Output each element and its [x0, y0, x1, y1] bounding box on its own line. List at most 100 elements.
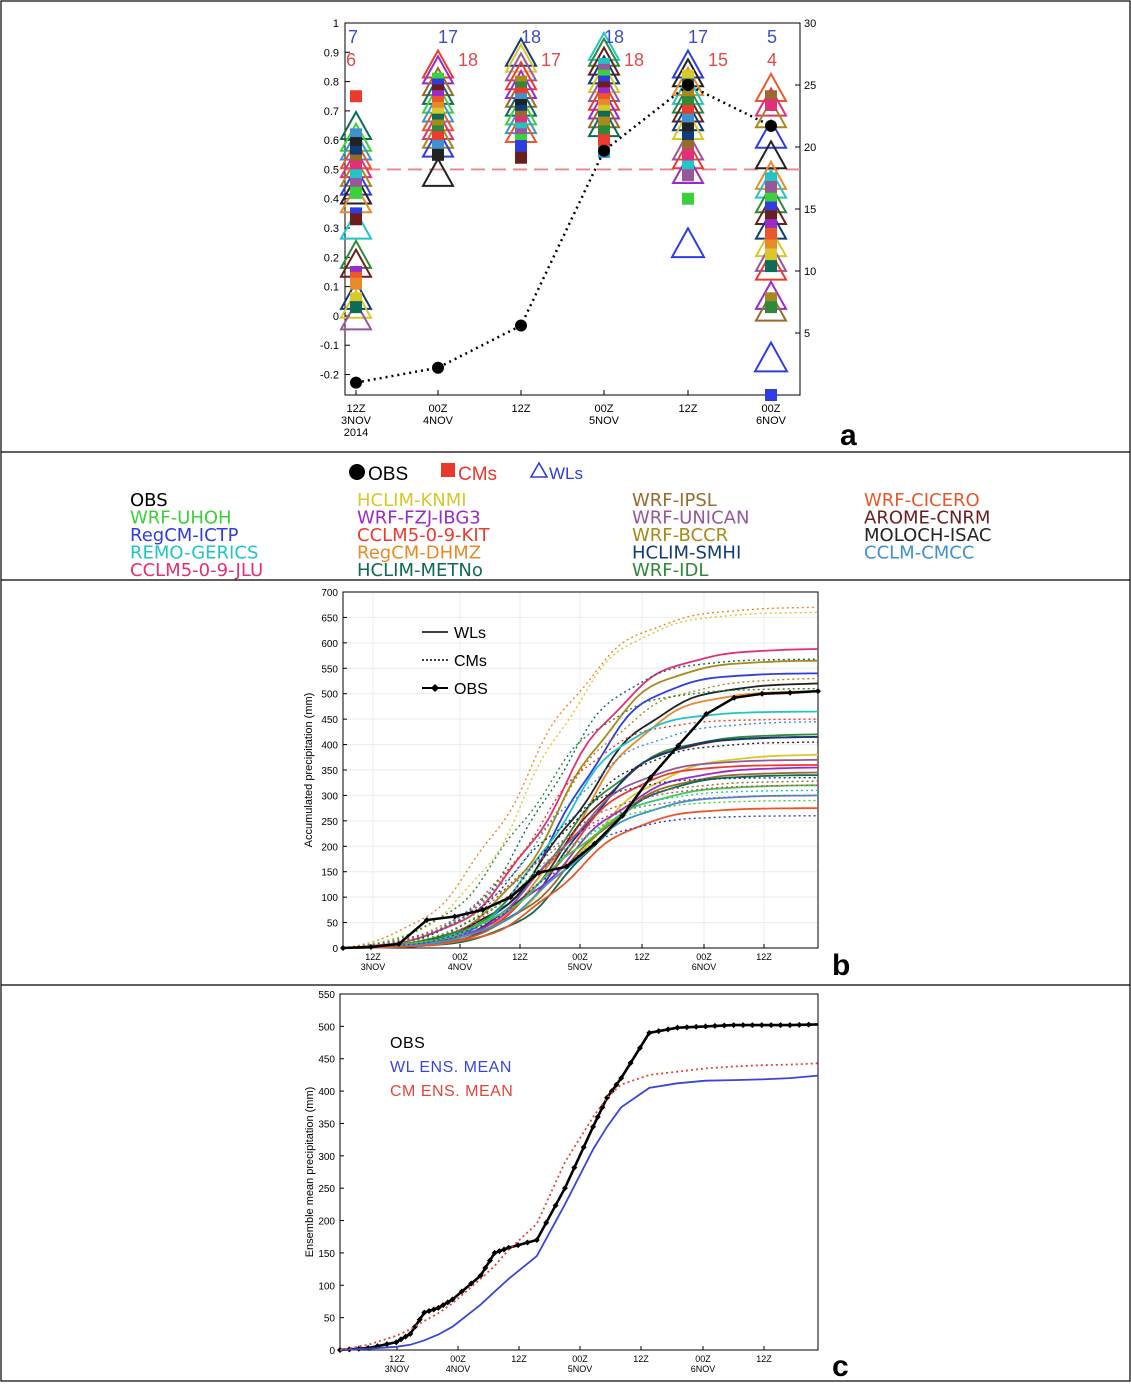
legend-entry-wrf-cicero: WRF-CICERO [864, 490, 980, 511]
panel-a-wl-triangle [754, 139, 788, 170]
panel-b-legend-obs-marker [431, 684, 439, 692]
panel-c-obs-marker [383, 1341, 390, 1348]
panel-label-b: b [832, 949, 850, 982]
panel-a-cm-square [432, 148, 444, 161]
panel-b-cm-line [342, 799, 819, 949]
panel-c-obs-marker [543, 1219, 550, 1226]
panel-b-y-tick-label: 250 [321, 817, 338, 828]
panel-b-legend-wl-label: WLs [454, 625, 486, 642]
panel-a-count-wl: 7 [348, 27, 358, 47]
panel-a-obs-point [350, 376, 362, 389]
panel-b-x-tick-label: 00Z [452, 952, 468, 962]
legend-entry-hclim-metno: HCLIM-METNo [357, 560, 483, 581]
legend-key-wl-label: WLs [549, 464, 583, 483]
panel-c-obs-marker [486, 1257, 493, 1264]
panel-c-plot-area [339, 993, 819, 1351]
panel-c-obs-marker [402, 1333, 409, 1340]
panel-c-obs-marker [740, 1022, 747, 1029]
panel-a-cm-square [765, 301, 777, 314]
legend-entry-cclm-cmcc: CCLM-CMCC [864, 543, 974, 564]
panel-c-legend-obs: OBS [390, 1035, 425, 1052]
panel-c-y-tick-label: 500 [318, 1022, 335, 1033]
panel-c-obs-marker [796, 1021, 803, 1028]
panel-a-wl-triangle [421, 156, 455, 187]
panel-a-x-tick-label: 12Z [512, 403, 531, 415]
panel-c-y-tick-label: 250 [318, 1184, 335, 1195]
panel-c-obs-marker [524, 1239, 531, 1246]
panel-a-cm-square [765, 248, 777, 261]
panel-b-x-tick-label: 6NOV [692, 962, 717, 972]
panel-b-legend-obs-label: OBS [454, 681, 488, 698]
panel-a-x-tick-label: 12Z [347, 403, 366, 415]
legend-key-obs-circle [349, 464, 365, 480]
panel-a-cm-square [765, 99, 777, 112]
panel-a-wl-triangle [754, 86, 788, 117]
legend-entry-hclim-smhi: HCLIM-SMHI [632, 543, 741, 564]
panel-a-count-cm: 6 [346, 50, 356, 70]
panel-a-count-wl: 18 [604, 27, 624, 47]
panel-a-wl-triangle [754, 118, 788, 149]
panel-c-x-tick-label: 00Z [695, 1354, 711, 1364]
panel-a-left-tick-label: 0.9 [324, 47, 339, 59]
panel-b-cm-line [342, 687, 819, 949]
panel-c-x-tick-label: 12Z [389, 1354, 405, 1364]
panel-b-y-tick-label: 100 [321, 893, 338, 904]
panel-c-obs-marker [646, 1029, 653, 1036]
panel-c-obs-marker [665, 1026, 672, 1033]
panel-b-cm-line [342, 780, 819, 949]
panel-a-count-wl: 17 [438, 27, 458, 47]
panel-a-obs-line [355, 83, 772, 384]
panel-c-obs-marker [393, 1339, 400, 1346]
panel-a-left-tick-label: 1 [333, 18, 339, 30]
panel-b-x-tick-label: 12Z [512, 952, 528, 962]
legend-key-cm-label: CMs [458, 464, 497, 485]
panel-a-count-wl: 5 [767, 27, 777, 47]
panel-a-wl-triangle [504, 36, 538, 67]
panel-a-x-tick-label: 3NOV [341, 415, 372, 427]
legend-entry-moloch-isac: MOLOCH-ISAC [864, 525, 992, 546]
panel-c-obs-marker [590, 1123, 597, 1130]
panel-c-x-tick-label: 5NOV [568, 1364, 593, 1374]
panel-c-obs-marker [552, 1202, 559, 1209]
panel-a-count-cm: 18 [458, 50, 478, 70]
panel-c-x-tick-label: 00Z [450, 1354, 466, 1364]
panel-a-cm-square [765, 389, 777, 401]
panel-b-wl-line [342, 807, 819, 949]
panel-b-cm-line [342, 658, 819, 949]
panel-a-right-tick-label: 30 [804, 18, 816, 30]
panel-a-x-tick-label: 00Z [429, 403, 448, 415]
panel-label-a: a [840, 419, 857, 452]
panel-b-x-tick-label: 00Z [572, 952, 588, 962]
panel-c-obs-marker [608, 1088, 615, 1095]
panel-b-obs-marker [423, 917, 430, 924]
legend-entry-cclm5-0-9-kit: CCLM5-0-9-KIT [357, 525, 491, 546]
panel-c-x-tick-label: 4NOV [446, 1364, 471, 1374]
panel-b-obs-marker [507, 894, 514, 901]
panel-a-obs-point [765, 119, 777, 132]
panel-a-cm-square [682, 169, 694, 182]
panel-a-count-cm: 17 [541, 50, 561, 70]
panel-a-left-tick-label: 0.5 [324, 164, 339, 176]
panel-c-obs-marker [711, 1022, 718, 1029]
panel-b-obs-marker [367, 943, 374, 950]
panel-a-left-tick-label: 0 [333, 311, 339, 323]
panel-c-obs-marker [636, 1044, 643, 1051]
panel-c-obs-marker [683, 1024, 690, 1031]
panel-b-y-tick-label: 450 [321, 715, 338, 726]
panel-a-wl-triangle [753, 340, 789, 373]
panel-b-wl-line [342, 784, 818, 949]
panel-b-y-tick-label: 400 [321, 741, 338, 752]
panel-c-obs-marker [768, 1022, 775, 1029]
panel-b-cm-line [342, 611, 819, 949]
panel-b-obs-marker [787, 689, 794, 696]
panel-a-left-tick-label: 0.1 [324, 282, 339, 294]
panel-c-obs-marker [580, 1144, 587, 1151]
panel-c-y-tick-label: 450 [318, 1055, 335, 1066]
panel-a-right-tick-label: 10 [804, 266, 816, 278]
panel-a-right-tick-label: 5 [804, 328, 810, 340]
panel-c-y-tick-label: 550 [318, 990, 335, 1001]
panel-a-left-tick-label: 0.8 [324, 77, 339, 89]
panel-a-x-tick-label: 2014 [344, 427, 368, 439]
panel-a-left-tick-label: -0.1 [320, 340, 339, 352]
